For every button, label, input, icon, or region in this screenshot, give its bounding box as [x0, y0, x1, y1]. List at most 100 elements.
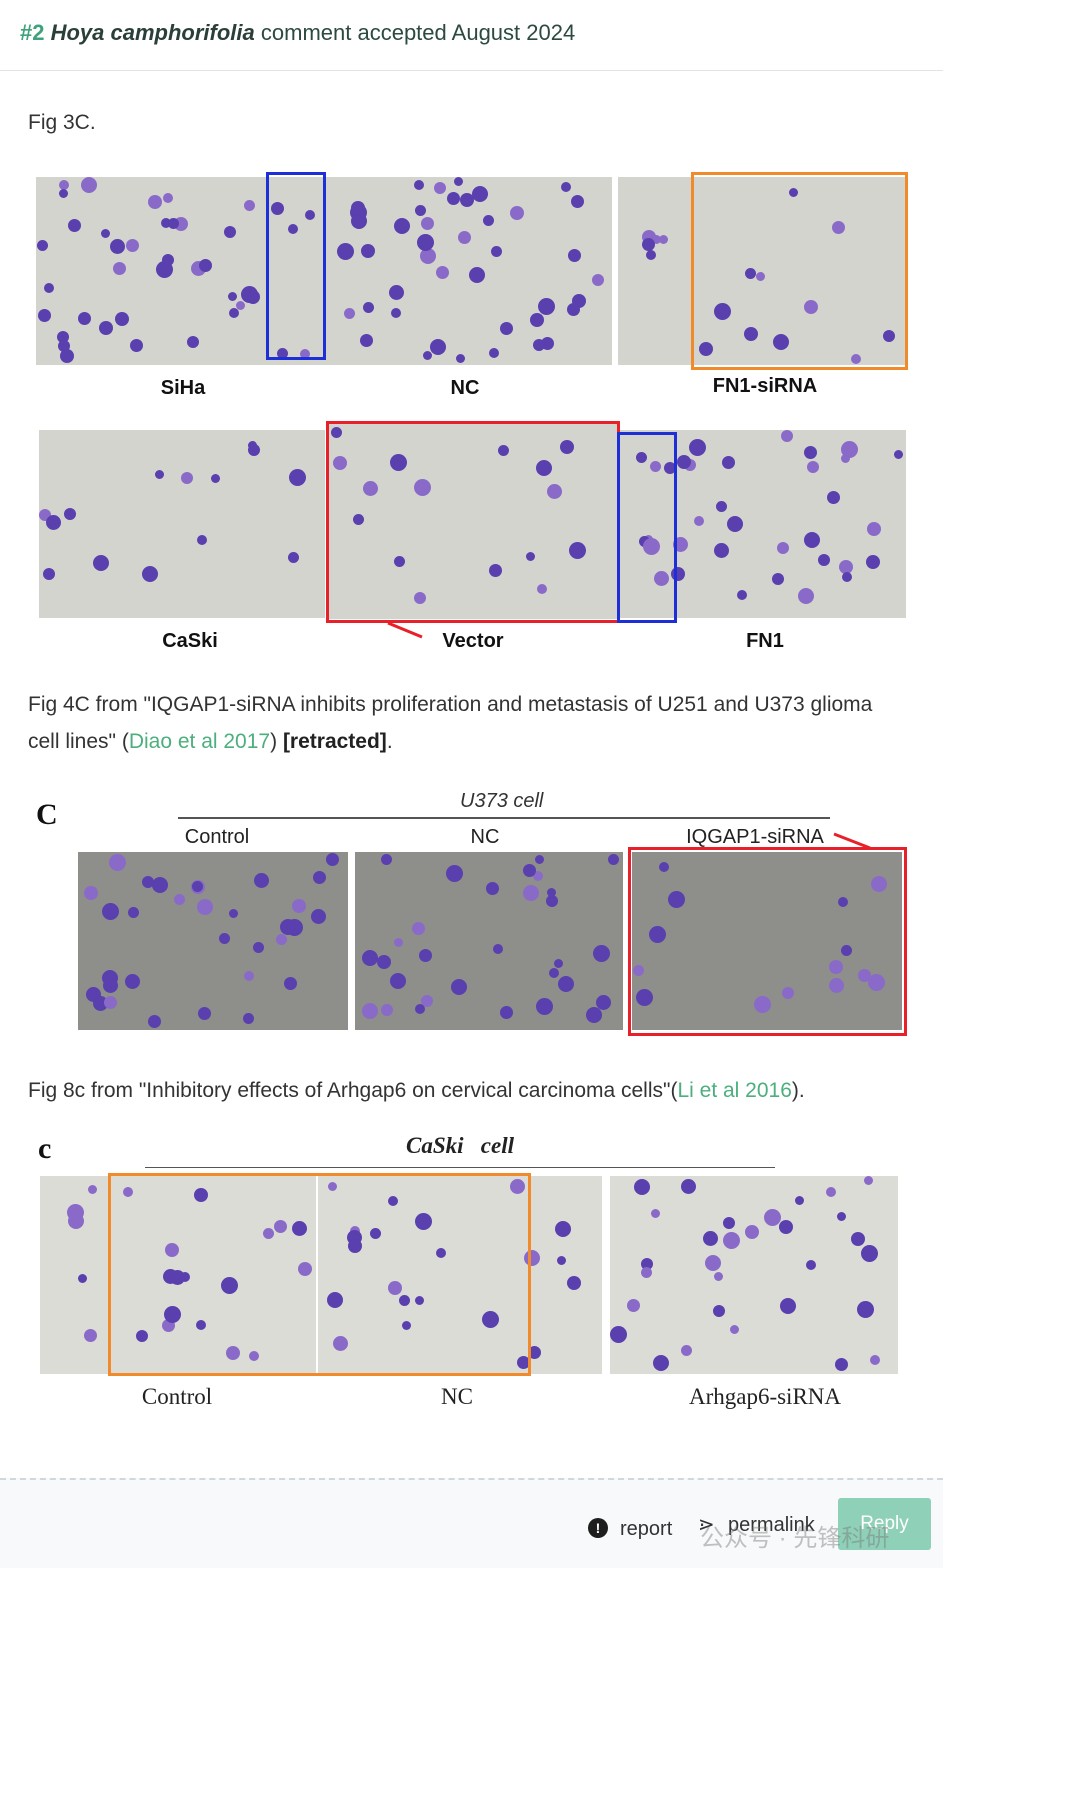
stained-cell	[547, 888, 556, 897]
stained-cell	[608, 854, 619, 865]
link-diao-2017[interactable]: Diao et al 2017	[128, 730, 271, 753]
stained-cell	[547, 484, 562, 499]
stained-cell	[199, 259, 212, 272]
stained-cell	[723, 1232, 740, 1249]
stained-cell	[305, 210, 315, 220]
stained-cell	[773, 334, 789, 350]
stained-cell	[653, 1355, 669, 1371]
stained-cell	[789, 188, 798, 197]
stained-cell	[633, 965, 644, 976]
stained-cell	[292, 1221, 307, 1236]
stained-cell	[353, 514, 364, 525]
stained-cell	[841, 441, 858, 458]
stained-cell	[60, 349, 74, 363]
stained-cell	[533, 339, 545, 351]
image-panel-arhgap6-sirna	[610, 1176, 898, 1374]
stained-cell	[557, 1256, 566, 1265]
stained-cell	[537, 584, 547, 594]
stained-cell	[211, 474, 220, 483]
stained-cell	[482, 1311, 499, 1328]
pointer-line-red	[387, 621, 423, 639]
stained-cell	[651, 1209, 660, 1218]
label-control-2: Control	[141, 1384, 213, 1409]
comment-footer: ! report ⋗ permalink Reply 公众号 · 先锋科研	[0, 1478, 943, 1568]
stained-cell	[68, 219, 81, 232]
stained-cell	[806, 1260, 816, 1270]
stained-cell	[535, 855, 544, 864]
stained-cell	[659, 235, 668, 244]
stained-cell	[289, 469, 306, 486]
stained-cell	[148, 195, 162, 209]
image-panel-control-2	[40, 1176, 316, 1374]
stained-cell	[654, 571, 669, 586]
stained-cell	[244, 971, 254, 981]
stained-cell	[798, 588, 814, 604]
stained-cell	[780, 1298, 796, 1314]
stained-cell	[331, 427, 342, 438]
stained-cell	[244, 200, 255, 211]
caption-fig4c-end: .	[386, 730, 393, 753]
permalink-link[interactable]: permalink	[728, 1514, 815, 1536]
label-control: Control	[184, 826, 250, 848]
stained-cell	[102, 903, 119, 920]
label-nc-2: NC	[470, 826, 500, 848]
stained-cell	[351, 213, 367, 229]
stained-cell	[636, 989, 653, 1006]
link-li-2016[interactable]: Li et al 2016	[677, 1079, 792, 1102]
stained-cell	[818, 554, 830, 566]
stained-cell	[327, 1292, 343, 1308]
stained-cell	[546, 895, 558, 907]
stained-cell	[659, 862, 669, 872]
stained-cell	[646, 250, 656, 260]
stained-cell	[526, 552, 535, 561]
retracted-tag: [retracted]	[282, 730, 387, 753]
stained-cell	[370, 1228, 381, 1239]
report-link[interactable]: report	[620, 1518, 673, 1540]
stained-cell	[421, 995, 433, 1007]
stained-cell	[804, 532, 820, 548]
stained-cell	[592, 274, 604, 286]
stained-cell	[165, 1243, 179, 1257]
stained-cell	[777, 542, 789, 554]
stained-cell	[136, 1330, 148, 1342]
stained-cell	[705, 1255, 721, 1271]
panel-letter-c: C	[36, 798, 58, 831]
stained-cell	[664, 462, 676, 474]
stained-cell	[229, 909, 238, 918]
image-panel-nc-3	[318, 1176, 602, 1374]
stained-cell	[745, 1225, 759, 1239]
reply-button[interactable]: Reply	[838, 1498, 931, 1550]
comment-number[interactable]: #2	[20, 20, 45, 45]
stained-cell	[381, 854, 392, 865]
stained-cell	[415, 1213, 432, 1230]
stained-cell	[430, 339, 446, 355]
stained-cell	[337, 243, 354, 260]
stained-cell	[861, 1245, 878, 1262]
stained-cell	[764, 1209, 781, 1226]
stained-cell	[288, 224, 298, 234]
stained-cell	[276, 934, 287, 945]
stained-cell	[123, 1187, 133, 1197]
stained-cell	[434, 182, 446, 194]
stained-cell	[248, 444, 260, 456]
stained-cell	[677, 455, 691, 469]
report-icon[interactable]: !	[588, 1518, 608, 1538]
stained-cell	[842, 572, 852, 582]
stained-cell	[389, 285, 404, 300]
label-nc: NC	[450, 377, 480, 399]
stained-cell	[510, 1179, 525, 1194]
stained-cell	[360, 334, 373, 347]
stained-cell	[489, 564, 502, 577]
stained-cell	[152, 877, 168, 893]
stained-cell	[857, 1301, 874, 1318]
stained-cell	[744, 327, 758, 341]
stained-cell	[703, 1231, 718, 1246]
stained-cell	[804, 300, 818, 314]
stained-cell	[838, 897, 848, 907]
stained-cell	[103, 978, 118, 993]
stained-cell	[362, 1003, 378, 1019]
share-icon[interactable]: ⋗	[698, 1514, 715, 1536]
stained-cell	[723, 1217, 735, 1229]
image-panel-caski	[39, 430, 325, 618]
stained-cell	[714, 543, 729, 558]
